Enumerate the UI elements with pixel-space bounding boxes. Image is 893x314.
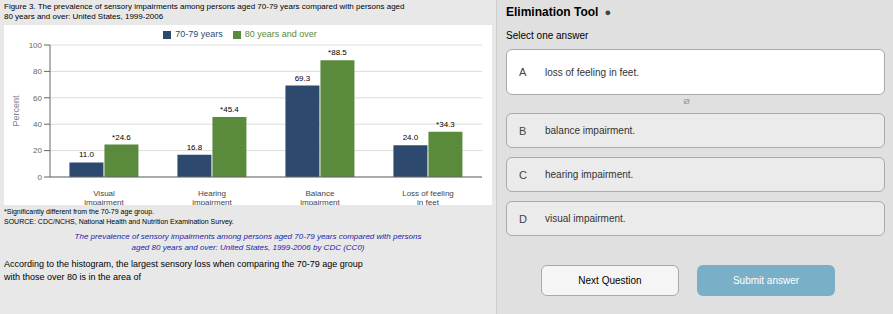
html-text:with those over 80 is in the a: with those over 80 is in the area of <box>4 272 142 282</box>
html-text:balance impairment.: balance impairment. <box>545 125 635 136</box>
html-text:hearing impairment.: hearing impairment. <box>545 169 634 180</box>
svg-text:*45.4: *45.4 <box>220 105 239 114</box>
svg-text:0: 0 <box>38 173 43 182</box>
svg-text:80: 80 <box>33 67 42 76</box>
svg-text:40: 40 <box>33 120 42 129</box>
html-text:aged 80 years and over: United: aged 80 years and over: United States, 1… <box>131 243 365 252</box>
svg-text:Visualimpairment: Visualimpairment <box>84 189 124 205</box>
html-text:70-79 years: 70-79 years <box>175 29 223 39</box>
html-text:80 years and over: 80 years and over <box>244 29 317 39</box>
svg-text:60: 60 <box>33 94 42 103</box>
html-text:A: A <box>519 66 527 78</box>
svg-text:24.0: 24.0 <box>403 133 419 142</box>
svg-text:100: 100 <box>29 41 43 50</box>
html-text:Elimination Tool: Elimination Tool <box>506 5 599 19</box>
svg-text:*88.5: *88.5 <box>328 48 347 57</box>
html-text:*Significantly different from: *Significantly different from the 70-79 … <box>4 208 155 215</box>
html-text:D: D <box>519 212 527 225</box>
html-text:Figure 3. The prevalence of se: Figure 3. The prevalence of sensory impa… <box>4 2 405 11</box>
svg-text:Hearingimpairment: Hearingimpairment <box>192 189 232 205</box>
svg-text:*34.3: *34.3 <box>436 120 455 129</box>
html-text:C: C <box>519 168 527 181</box>
html-text:Select one answer: Select one answer <box>506 30 589 41</box>
svg-text:Loss of feelingin feet: Loss of feelingin feet <box>402 189 454 205</box>
svg-text:20: 20 <box>33 146 42 155</box>
html-text:Ø: Ø <box>683 97 690 106</box>
html-text:Next Question: Next Question <box>578 275 642 286</box>
svg-text:11.0: 11.0 <box>79 150 95 159</box>
html-text:80 years and over: United Stat: 80 years and over: United States, 1999-2… <box>4 12 164 21</box>
svg-text:Percent: Percent <box>11 95 21 127</box>
html-text:SOURCE: CDC/NCHS, National Hea: SOURCE: CDC/NCHS, National Health and Nu… <box>4 218 234 225</box>
html-text:Submit answer: Submit answer <box>732 275 800 286</box>
html-text:loss of feeling in feet.: loss of feeling in feet. <box>545 66 639 78</box>
svg-text:Balanceimpairment: Balanceimpairment <box>300 189 340 205</box>
svg-text:*24.6: *24.6 <box>112 133 131 142</box>
svg-text:16.8: 16.8 <box>187 143 203 152</box>
html-text:B: B <box>519 124 527 137</box>
html-text:According to the histogram, th: According to the histogram, the largest … <box>4 259 363 269</box>
html-text:The prevalence of sensory impa: The prevalence of sensory impairments am… <box>74 232 422 241</box>
svg-text:69.3: 69.3 <box>295 74 311 83</box>
html-text:visual impairment.: visual impairment. <box>545 213 626 224</box>
